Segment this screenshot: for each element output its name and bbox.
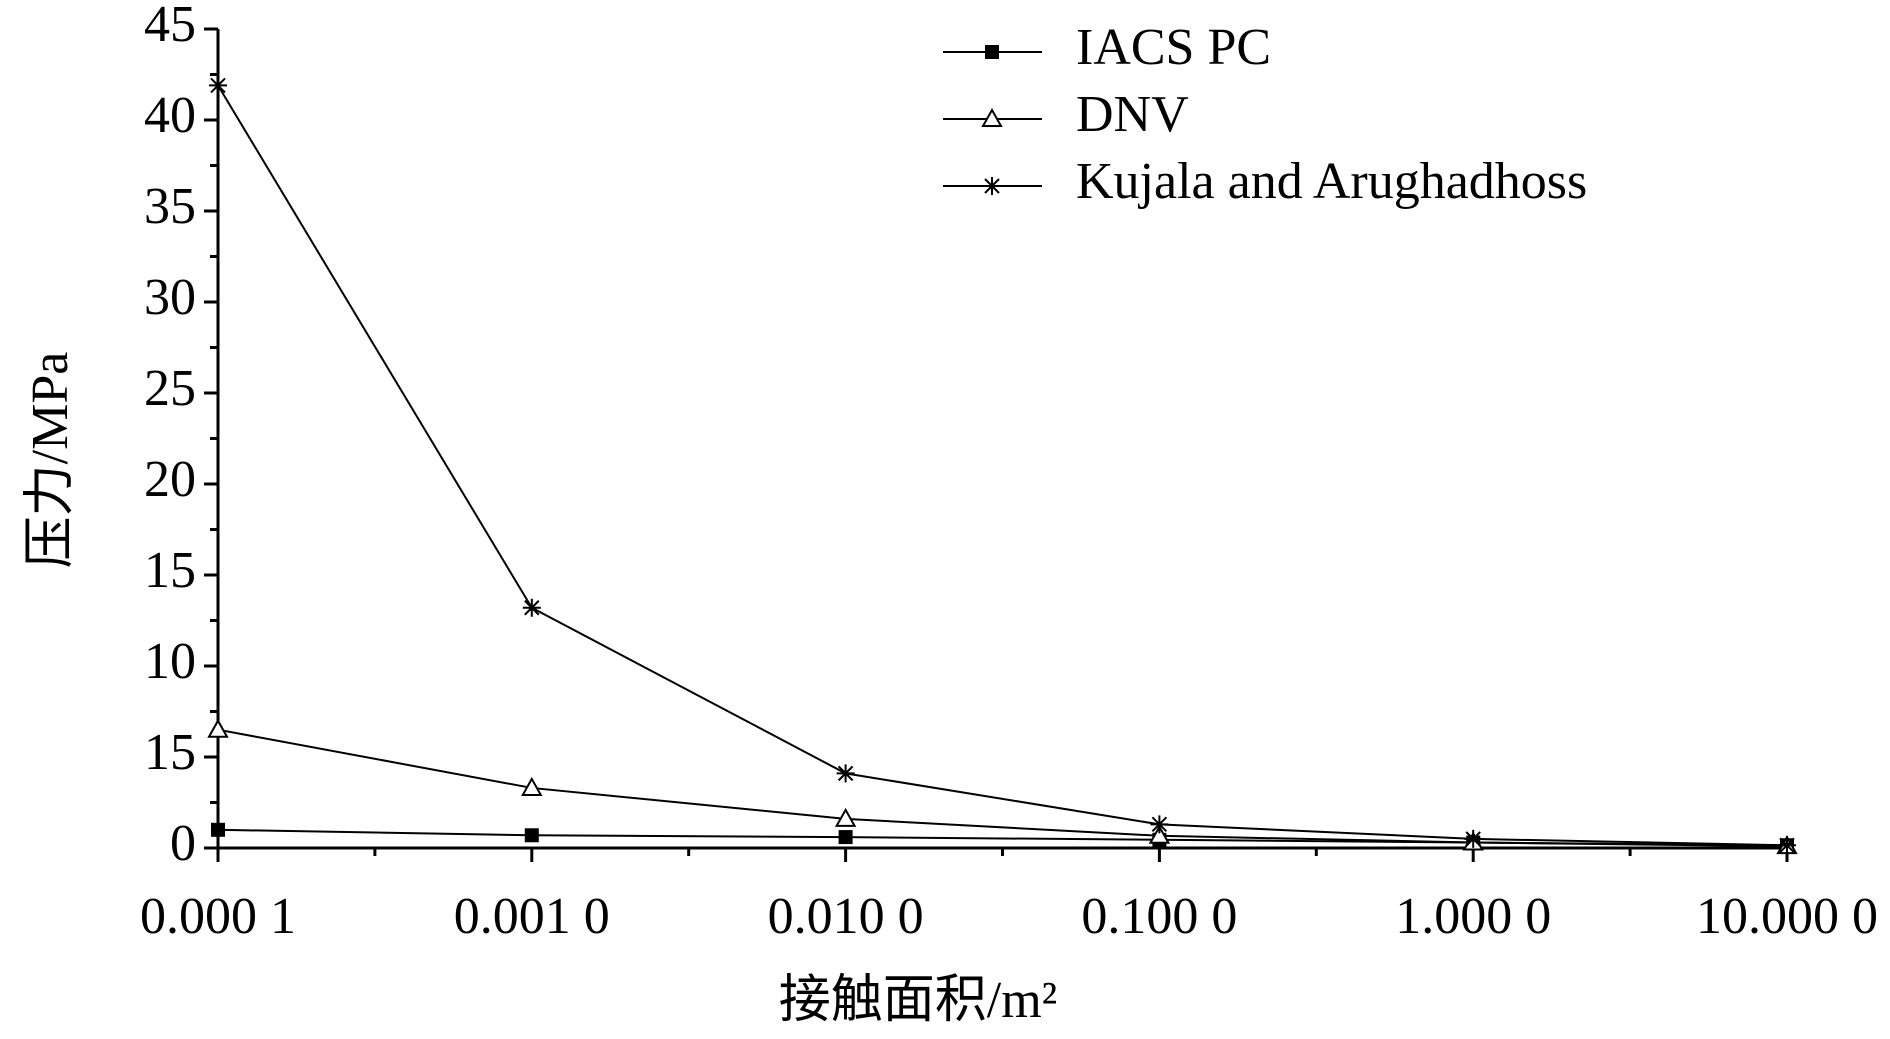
marker bbox=[1464, 829, 1483, 848]
y-tick-label: 25 bbox=[144, 360, 196, 417]
y-tick-label: 30 bbox=[144, 269, 196, 326]
marker bbox=[524, 828, 539, 843]
x-tick-label: 1.000 0 bbox=[1395, 888, 1551, 945]
series-line bbox=[217, 728, 1788, 848]
y-tick-label: 15 bbox=[144, 724, 196, 781]
legend-label: Kujala and Arughadhoss bbox=[1076, 153, 1587, 210]
marker bbox=[521, 776, 543, 796]
marker bbox=[1150, 815, 1169, 834]
marker bbox=[211, 822, 225, 837]
y-tick-label: 40 bbox=[144, 87, 196, 144]
legend-label: DNV bbox=[1076, 86, 1189, 143]
y-tick-label: 15 bbox=[144, 542, 196, 599]
marker bbox=[522, 598, 541, 617]
x-tick-label: 0.100 0 bbox=[1081, 888, 1237, 945]
y-tick-label: 45 bbox=[144, 0, 196, 53]
x-tick-label: 0.001 0 bbox=[454, 888, 610, 945]
y-tick-label: 35 bbox=[144, 178, 196, 235]
marker bbox=[207, 718, 229, 738]
x-tick-label: 10.000 0 bbox=[1696, 888, 1878, 945]
marker bbox=[838, 830, 853, 845]
marker bbox=[209, 76, 227, 95]
marker bbox=[985, 45, 999, 59]
marker bbox=[983, 177, 1001, 195]
marker bbox=[1778, 836, 1796, 855]
y-tick-label: 0 bbox=[170, 815, 196, 872]
marker bbox=[981, 107, 1003, 127]
legend-label: IACS PC bbox=[1076, 19, 1271, 76]
series-line bbox=[217, 84, 1788, 847]
marker bbox=[836, 764, 855, 783]
y-tick-label: 10 bbox=[144, 633, 196, 690]
y-axis-label: 压力/MPa bbox=[22, 352, 79, 569]
marker bbox=[1148, 824, 1171, 844]
marker bbox=[834, 807, 857, 827]
x-tick-label: 0.010 0 bbox=[768, 888, 924, 945]
x-tick-label: 0.000 1 bbox=[140, 888, 296, 945]
y-tick-label: 20 bbox=[144, 451, 196, 508]
x-axis-label: 接触面积/m² bbox=[779, 972, 1058, 1029]
